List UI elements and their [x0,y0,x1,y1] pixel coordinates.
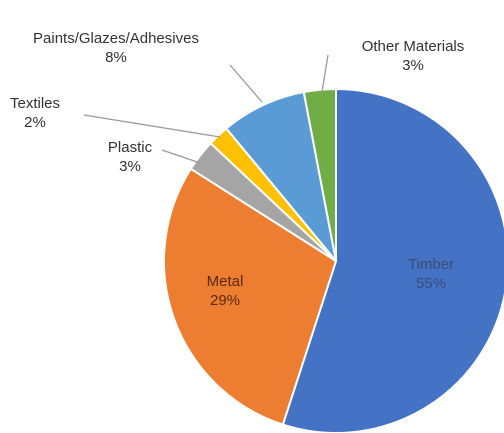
pie-slice-timber [281,87,504,433]
slice-percent-metal: 29% [210,292,240,309]
slice-label-plastic: Plastic [108,139,153,156]
slice-label-other-materials: Other Materials [362,38,465,55]
slice-percent-plastic: 3% [119,158,141,175]
leader-line-plastic [161,149,201,164]
slice-percent-textiles: 2% [24,114,46,131]
slice-label-paints-glazes-adhesives: Paints/Glazes/Adhesives [33,30,199,47]
leader-line-textiles [83,114,221,138]
leader-line-paints-glazes-adhesives [229,64,263,103]
pie-slice-metal [163,167,338,426]
slice-label-timber: Timber [408,256,454,273]
slice-label-textiles: Textiles [10,95,60,112]
pie-slice-other-materials [302,87,337,262]
slice-label-metal: Metal [207,273,244,290]
slice-percent-timber: 55% [416,275,446,292]
slice-percent-paints-glazes-adhesives: 8% [105,49,127,66]
leader-line-other-materials [321,54,329,93]
slice-percent-other-materials: 3% [402,57,424,74]
